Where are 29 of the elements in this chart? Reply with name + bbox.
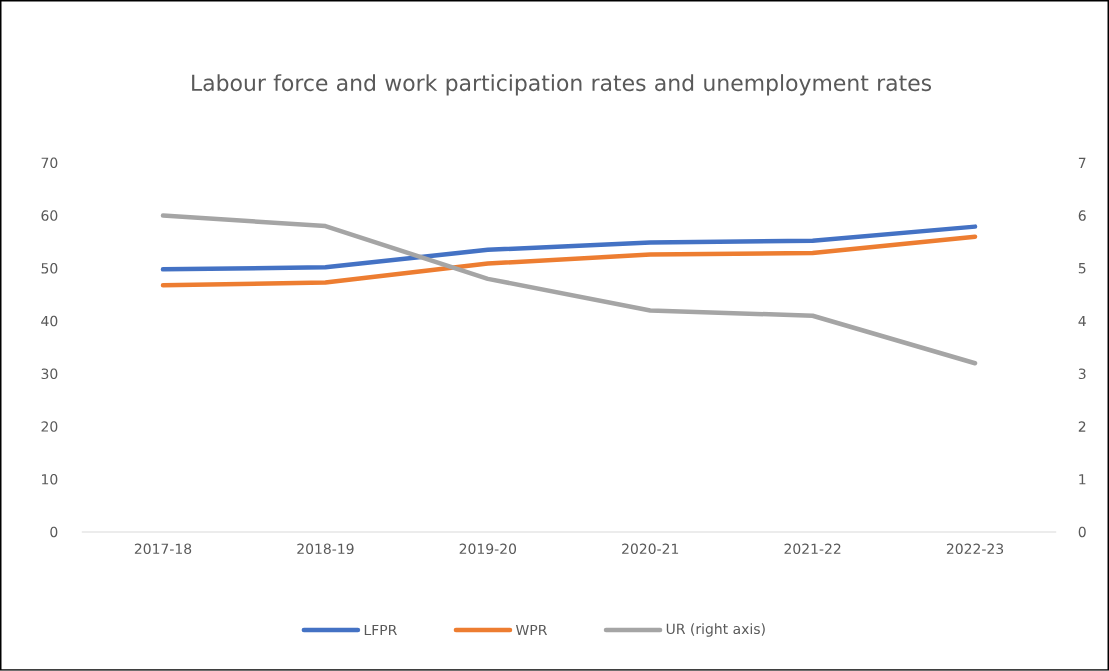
y2-tick-label: 7 <box>1078 157 1086 168</box>
y2-tick-label: 1 <box>1079 474 1086 485</box>
line-series <box>160 234 978 288</box>
y-tick-label: 60 <box>41 210 58 221</box>
legend-label: UR (right axis) <box>666 623 765 637</box>
x-tick-label: 2020-21 <box>622 543 679 555</box>
y2-tick-label: 4 <box>1078 316 1086 327</box>
x-tick-label: 2017-18 <box>134 543 192 555</box>
line-series <box>160 224 978 272</box>
y-tick-label: 0 <box>50 526 58 538</box>
line-series <box>160 213 978 366</box>
y-tick-label: 70 <box>41 157 58 169</box>
y2-tick-label: 3 <box>1078 368 1086 380</box>
y2-tick-label: 5 <box>1078 263 1086 274</box>
x-tick-label: 2021-22 <box>784 543 841 555</box>
y-tick-label: 30 <box>41 368 58 380</box>
x-tick-label: 2022-23 <box>946 543 1004 555</box>
y-tick-label: 20 <box>41 421 58 432</box>
y2-tick-label: 2 <box>1078 421 1086 432</box>
x-tick-label: 2018-19 <box>297 543 354 555</box>
chart-title: Labour force and work participation rates and unemployment rates <box>192 74 932 96</box>
y2-tick-label: 6 <box>1078 210 1086 221</box>
y-tick-label: 40 <box>41 315 58 327</box>
legend-label: LFPR <box>364 625 397 636</box>
x-tick-label: 2019-20 <box>459 543 517 555</box>
y-tick-label: 50 <box>41 263 58 274</box>
y-tick-label: 10 <box>42 474 58 485</box>
legend-label: WPR <box>515 625 548 636</box>
y2-tick-label: 0 <box>1078 526 1086 538</box>
